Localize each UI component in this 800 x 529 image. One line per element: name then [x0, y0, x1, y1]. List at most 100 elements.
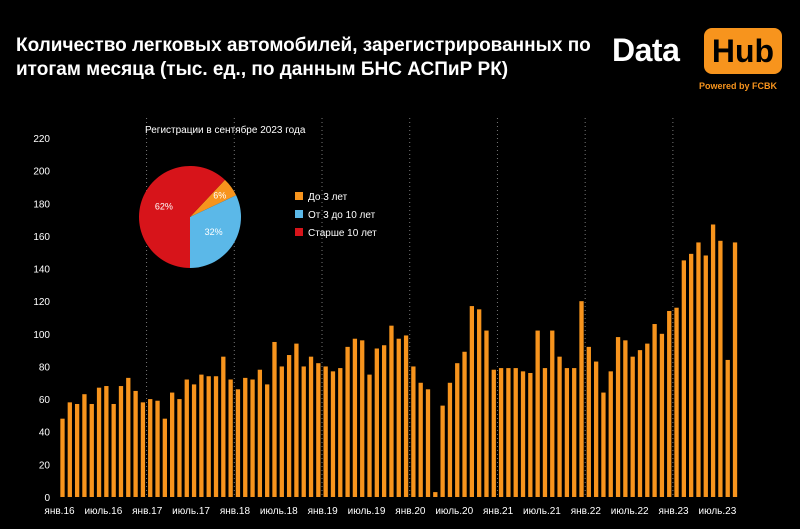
bar — [140, 402, 146, 497]
bar — [608, 371, 613, 497]
bar — [213, 376, 219, 497]
logo-data-text: Data — [612, 32, 680, 68]
bar — [710, 224, 716, 497]
bar — [703, 255, 708, 497]
logo-powered-by: Powered by FCBK — [699, 81, 778, 91]
bar — [162, 418, 167, 497]
bar — [520, 371, 526, 497]
bar — [586, 346, 591, 497]
bar — [579, 301, 584, 497]
bar — [637, 350, 643, 497]
pie-slice-label: 6% — [213, 190, 226, 200]
bar — [564, 368, 570, 497]
bar — [177, 399, 182, 497]
pie-slice — [190, 195, 241, 268]
bar — [360, 340, 365, 497]
bar — [440, 405, 445, 497]
x-tick-label: янв.22 — [571, 506, 602, 517]
bar — [455, 363, 460, 497]
bar — [133, 390, 138, 497]
bar — [60, 418, 65, 497]
bar — [367, 374, 372, 497]
bar — [126, 377, 131, 497]
x-tick-label: июль.20 — [435, 506, 473, 517]
x-tick-label: янв.16 — [44, 506, 75, 517]
bar — [104, 386, 109, 497]
bar — [155, 400, 160, 497]
bar — [528, 372, 533, 497]
bar — [184, 379, 189, 497]
y-tick-label: 200 — [33, 167, 50, 178]
bar — [469, 306, 475, 497]
bar — [74, 403, 80, 497]
x-tick-label: июль.16 — [84, 506, 122, 517]
bar — [667, 310, 672, 497]
bar — [550, 330, 555, 497]
bar — [630, 356, 635, 497]
legend-label: До 3 лет — [308, 192, 348, 203]
bar — [301, 366, 306, 497]
bar — [243, 377, 248, 497]
bar — [411, 366, 416, 497]
y-tick-label: 160 — [33, 232, 50, 243]
y-tick-label: 140 — [33, 265, 50, 276]
bar — [718, 240, 723, 497]
bar — [221, 356, 226, 497]
bar — [506, 368, 511, 497]
bar — [491, 369, 496, 497]
bar — [557, 356, 562, 497]
bar — [696, 242, 701, 497]
bar — [433, 492, 438, 497]
y-tick-label: 20 — [39, 460, 51, 471]
bar — [170, 392, 175, 497]
bar — [111, 403, 116, 497]
y-tick-label: 120 — [33, 297, 50, 308]
legend-label: Старше 10 лет — [308, 228, 377, 239]
bar — [381, 345, 387, 497]
x-tick-label: янв.20 — [395, 506, 426, 517]
legend-swatch — [295, 192, 303, 200]
bar — [272, 341, 277, 497]
bar — [623, 340, 628, 497]
bar — [389, 325, 394, 497]
x-tick-label: июль.17 — [172, 506, 210, 517]
bar — [279, 366, 284, 497]
bar — [462, 351, 467, 497]
bar — [593, 361, 599, 497]
pie-slice — [139, 166, 225, 268]
bar — [257, 369, 263, 497]
y-tick-label: 0 — [44, 493, 50, 504]
x-tick-label: янв.17 — [132, 506, 163, 517]
bar — [308, 356, 314, 497]
bar — [323, 366, 328, 497]
y-tick-label: 100 — [33, 330, 50, 341]
x-tick-label: июль.19 — [348, 506, 386, 517]
bar — [542, 368, 548, 497]
legend-swatch — [295, 210, 303, 218]
bar — [82, 394, 87, 497]
datahub-logo: Data Hub Powered by FCBK — [612, 28, 792, 98]
bar — [572, 368, 577, 497]
bar — [345, 346, 350, 497]
x-tick-label: июль.18 — [260, 506, 298, 517]
legend-swatch — [295, 228, 303, 236]
x-tick-label: июль.21 — [523, 506, 561, 517]
bar — [294, 343, 299, 497]
bar — [374, 348, 379, 497]
chart-title: Количество легковых автомобилей, зарегис… — [16, 35, 591, 80]
bar — [615, 337, 621, 497]
bar — [96, 387, 102, 497]
bar — [89, 403, 94, 497]
bar — [732, 242, 738, 497]
pie-slice-label: 32% — [205, 227, 223, 237]
x-tick-label: янв.21 — [483, 506, 514, 517]
y-tick-label: 220 — [33, 134, 50, 145]
bar — [645, 343, 650, 497]
bar — [191, 384, 197, 497]
y-tick-label: 40 — [39, 428, 51, 439]
bar — [535, 330, 540, 497]
bar — [477, 309, 482, 497]
bar — [206, 376, 211, 497]
x-tick-label: июль.22 — [611, 506, 649, 517]
